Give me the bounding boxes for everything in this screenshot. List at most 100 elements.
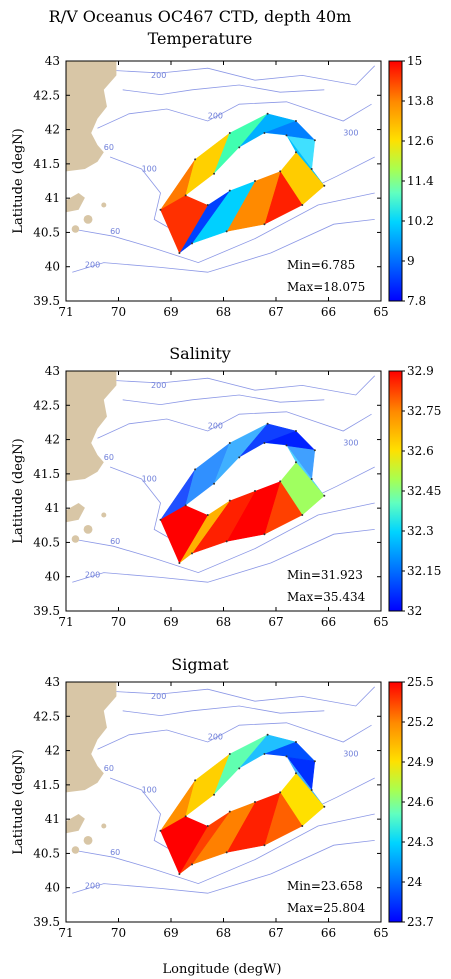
land-mass bbox=[66, 682, 117, 793]
colorbar-tick-label: 32.45 bbox=[407, 484, 441, 498]
y-tick-label: 41 bbox=[45, 191, 60, 205]
contour-line bbox=[116, 375, 375, 396]
colorbar-tick-label: 9 bbox=[407, 254, 415, 268]
figure-title: R/V Oceanus OC467 CTD, depth 40m bbox=[49, 7, 352, 26]
contour-label: 60 bbox=[110, 537, 120, 546]
x-tick-label: 66 bbox=[321, 926, 336, 940]
station-dot bbox=[323, 184, 326, 187]
y-tick-label: 41 bbox=[45, 501, 60, 515]
land-mass bbox=[66, 193, 85, 213]
x-tick-label: 69 bbox=[163, 615, 178, 629]
island bbox=[83, 835, 93, 845]
bathymetry-contours bbox=[72, 686, 375, 894]
min-value: Min=31.923 bbox=[287, 568, 363, 582]
field-gap bbox=[185, 443, 296, 515]
contour-label: 200 bbox=[151, 381, 166, 390]
contour-label: 60 bbox=[110, 227, 120, 236]
station-dot bbox=[301, 514, 304, 516]
station-dot bbox=[266, 422, 269, 425]
x-tick-label: 68 bbox=[216, 615, 231, 629]
station-dot bbox=[238, 456, 241, 459]
island bbox=[71, 846, 80, 854]
island bbox=[83, 214, 93, 224]
panel-salinity: Salinity20060100200100300602006071706968… bbox=[11, 344, 441, 629]
station-dot bbox=[213, 172, 216, 175]
station-dot bbox=[184, 194, 187, 197]
y-tick-label: 43 bbox=[45, 54, 60, 68]
colorbar-tick-label: 11.4 bbox=[407, 174, 434, 188]
station-dot bbox=[310, 168, 313, 170]
colorbar-tick-label: 24 bbox=[407, 875, 423, 889]
station-dot bbox=[263, 533, 266, 536]
station-dot bbox=[313, 449, 316, 452]
station-dot bbox=[294, 120, 297, 122]
panel-sigmat: Sigmat2006010020010030060200607170696867… bbox=[11, 655, 434, 940]
station-dot bbox=[178, 252, 181, 254]
station-dot bbox=[294, 741, 297, 743]
y-tick-label: 40.5 bbox=[33, 535, 60, 549]
x-tick-label: 68 bbox=[216, 305, 231, 319]
station-dot bbox=[285, 134, 288, 137]
station-dot bbox=[301, 825, 304, 827]
land-mass bbox=[66, 371, 117, 482]
station-dot bbox=[178, 562, 181, 564]
x-tick-label: 69 bbox=[163, 305, 178, 319]
contour-label: 200 bbox=[208, 112, 223, 121]
colorbar-tick-label: 15 bbox=[407, 54, 422, 68]
field-gap bbox=[185, 133, 296, 205]
contour-line bbox=[72, 840, 375, 894]
island bbox=[101, 512, 107, 518]
colorbar-tick-label: 32.6 bbox=[407, 444, 434, 458]
station-dot bbox=[238, 146, 241, 149]
station-dot bbox=[294, 151, 297, 154]
y-tick-label: 39.5 bbox=[33, 604, 60, 618]
station-dot bbox=[254, 490, 256, 492]
station-dot bbox=[313, 760, 316, 763]
station-dot bbox=[263, 132, 266, 134]
contour-label: 200 bbox=[85, 881, 100, 890]
station-dot bbox=[228, 442, 231, 444]
colorbar-tick-label: 12.6 bbox=[407, 134, 434, 148]
y-tick-label: 40 bbox=[45, 881, 60, 895]
station-dot bbox=[323, 805, 326, 808]
colorbar bbox=[388, 60, 403, 302]
y-tick-label: 39.5 bbox=[33, 915, 60, 929]
x-tick-label: 70 bbox=[111, 305, 126, 319]
colorbar-tick-label: 10.2 bbox=[407, 214, 434, 228]
station-dot bbox=[254, 180, 256, 182]
station-dot bbox=[313, 139, 316, 142]
station-dot bbox=[206, 514, 209, 516]
x-tick-label: 70 bbox=[111, 926, 126, 940]
station-dot bbox=[301, 204, 304, 206]
station-dot bbox=[294, 461, 297, 464]
station-markers bbox=[159, 422, 326, 564]
contour-label: 200 bbox=[85, 570, 100, 579]
x-tick-label: 65 bbox=[373, 615, 388, 629]
contour-line bbox=[72, 813, 375, 885]
y-tick-label: 40.5 bbox=[33, 225, 60, 239]
station-dot bbox=[228, 810, 231, 813]
station-dot bbox=[254, 801, 256, 803]
x-tick-label: 68 bbox=[216, 926, 231, 940]
x-tick-label: 71 bbox=[58, 305, 73, 319]
contour-line bbox=[97, 722, 372, 750]
y-tick-label: 40.5 bbox=[33, 846, 60, 860]
station-dot bbox=[285, 755, 288, 758]
contour-label: 60 bbox=[110, 848, 120, 857]
colorbar-tick-label: 32 bbox=[407, 604, 422, 618]
x-tick-label: 65 bbox=[373, 926, 388, 940]
station-markers bbox=[159, 733, 326, 875]
y-tick-label: 42 bbox=[45, 433, 60, 447]
land-mass bbox=[66, 503, 85, 523]
station-dot bbox=[228, 132, 231, 134]
colorbar-tick-label: 25.5 bbox=[407, 675, 434, 689]
island bbox=[101, 202, 107, 208]
station-dot bbox=[194, 158, 197, 161]
x-tick-label: 71 bbox=[58, 615, 73, 629]
island bbox=[71, 535, 80, 543]
station-dot bbox=[228, 189, 231, 192]
max-value: Max=18.075 bbox=[287, 280, 365, 294]
x-tick-label: 67 bbox=[268, 926, 283, 940]
colorbar bbox=[388, 681, 403, 923]
station-dot bbox=[266, 112, 269, 115]
